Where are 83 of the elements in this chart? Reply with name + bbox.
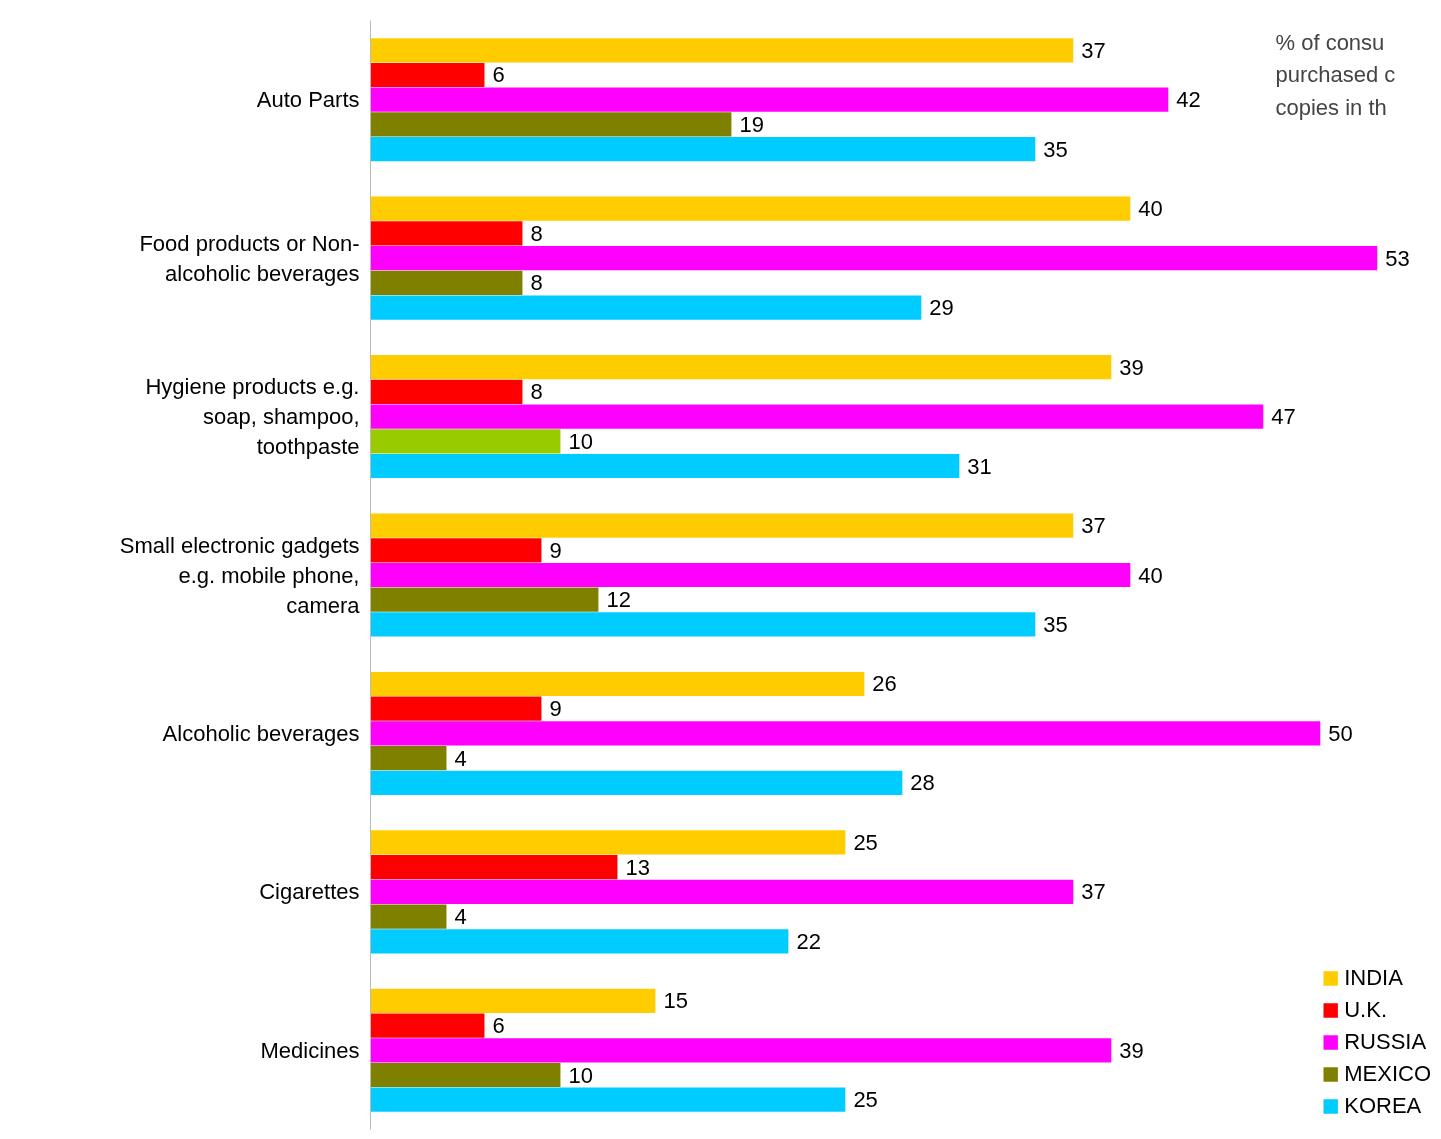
bar bbox=[370, 270, 523, 295]
bar bbox=[370, 1038, 1112, 1063]
data-label: 15 bbox=[663, 988, 688, 1014]
data-label: 47 bbox=[1271, 404, 1296, 430]
bar bbox=[370, 196, 1131, 221]
y-tick-label: Alcoholic beverages bbox=[162, 720, 360, 746]
bar bbox=[370, 1013, 485, 1038]
bar bbox=[370, 746, 447, 771]
data-label: 53 bbox=[1385, 245, 1410, 271]
y-tick-label: Food products or Non-alcoholic beverages bbox=[139, 230, 360, 286]
bar bbox=[370, 696, 542, 721]
data-label: 26 bbox=[872, 671, 897, 697]
data-label: 8 bbox=[530, 379, 543, 405]
data-label: 31 bbox=[967, 453, 992, 479]
data-label: 39 bbox=[1119, 354, 1144, 380]
bar bbox=[370, 221, 523, 246]
data-label: 28 bbox=[910, 770, 935, 796]
data-label: 37 bbox=[1081, 879, 1106, 905]
data-label: 35 bbox=[1043, 136, 1068, 162]
y-tick-label: Cigarettes bbox=[259, 879, 360, 905]
data-label: 42 bbox=[1176, 87, 1201, 113]
data-label: 40 bbox=[1138, 196, 1163, 222]
bar bbox=[370, 1062, 561, 1088]
bar bbox=[370, 830, 846, 855]
data-label: 29 bbox=[929, 295, 954, 321]
bar bbox=[370, 612, 1036, 637]
data-label: 6 bbox=[492, 62, 505, 88]
bar bbox=[370, 246, 1378, 271]
data-label: 22 bbox=[796, 928, 821, 954]
bar bbox=[370, 721, 1321, 746]
data-label: 13 bbox=[625, 854, 650, 880]
bar bbox=[370, 355, 1112, 380]
data-label: 6 bbox=[492, 1013, 505, 1039]
bar bbox=[370, 562, 1131, 588]
bar bbox=[370, 587, 599, 612]
bar bbox=[370, 295, 922, 320]
bar bbox=[370, 112, 732, 137]
y-tick-label: Medicines bbox=[260, 1037, 360, 1063]
legend-label: MEXICO bbox=[1344, 1061, 1431, 1087]
data-label: 8 bbox=[530, 270, 543, 296]
bar bbox=[370, 137, 1036, 162]
y-tick-label: Auto Parts bbox=[256, 87, 360, 113]
bar bbox=[370, 671, 865, 697]
bar bbox=[370, 538, 542, 563]
bar bbox=[370, 855, 618, 880]
data-label: 39 bbox=[1119, 1037, 1144, 1063]
data-label: 25 bbox=[853, 1087, 878, 1113]
data-label: 10 bbox=[568, 428, 593, 454]
data-label: 8 bbox=[530, 220, 543, 246]
data-label: 40 bbox=[1138, 562, 1163, 588]
y-tick-label: Hygiene products e.g. soap, shampoo, toothpaste bbox=[145, 374, 360, 460]
annotation: % of consu purchased c copies in th bbox=[1275, 29, 1396, 120]
y-tick-label: Small electronic gadgets e.g. mobile phone, camera bbox=[119, 532, 361, 618]
data-label: 37 bbox=[1081, 513, 1106, 539]
bar bbox=[370, 429, 561, 454]
data-label: 19 bbox=[739, 111, 764, 137]
bar bbox=[370, 379, 523, 404]
bar bbox=[370, 929, 789, 954]
data-label: 9 bbox=[549, 537, 562, 563]
bar bbox=[370, 38, 1074, 63]
data-label: 12 bbox=[606, 587, 631, 613]
data-label: 4 bbox=[454, 745, 467, 771]
data-label: 10 bbox=[568, 1062, 593, 1088]
data-label: 37 bbox=[1081, 37, 1106, 63]
bar bbox=[370, 62, 485, 88]
bar bbox=[370, 404, 1264, 429]
bar bbox=[370, 87, 1169, 112]
legend-label: RUSSIA bbox=[1344, 1029, 1427, 1055]
bar bbox=[370, 513, 1074, 538]
data-label: 25 bbox=[853, 829, 878, 855]
bar bbox=[370, 453, 960, 479]
legend-label: KOREA bbox=[1344, 1093, 1422, 1119]
bar bbox=[370, 904, 447, 929]
bar bbox=[370, 1087, 846, 1112]
bar bbox=[370, 879, 1074, 904]
bar bbox=[370, 988, 656, 1013]
data-label: 9 bbox=[549, 696, 562, 722]
bar bbox=[370, 770, 903, 795]
data-label: 50 bbox=[1328, 720, 1353, 746]
data-label: 4 bbox=[454, 904, 467, 930]
legend-label: INDIA bbox=[1344, 965, 1403, 991]
legend-label: U.K. bbox=[1344, 997, 1387, 1023]
data-label: 35 bbox=[1043, 611, 1068, 637]
